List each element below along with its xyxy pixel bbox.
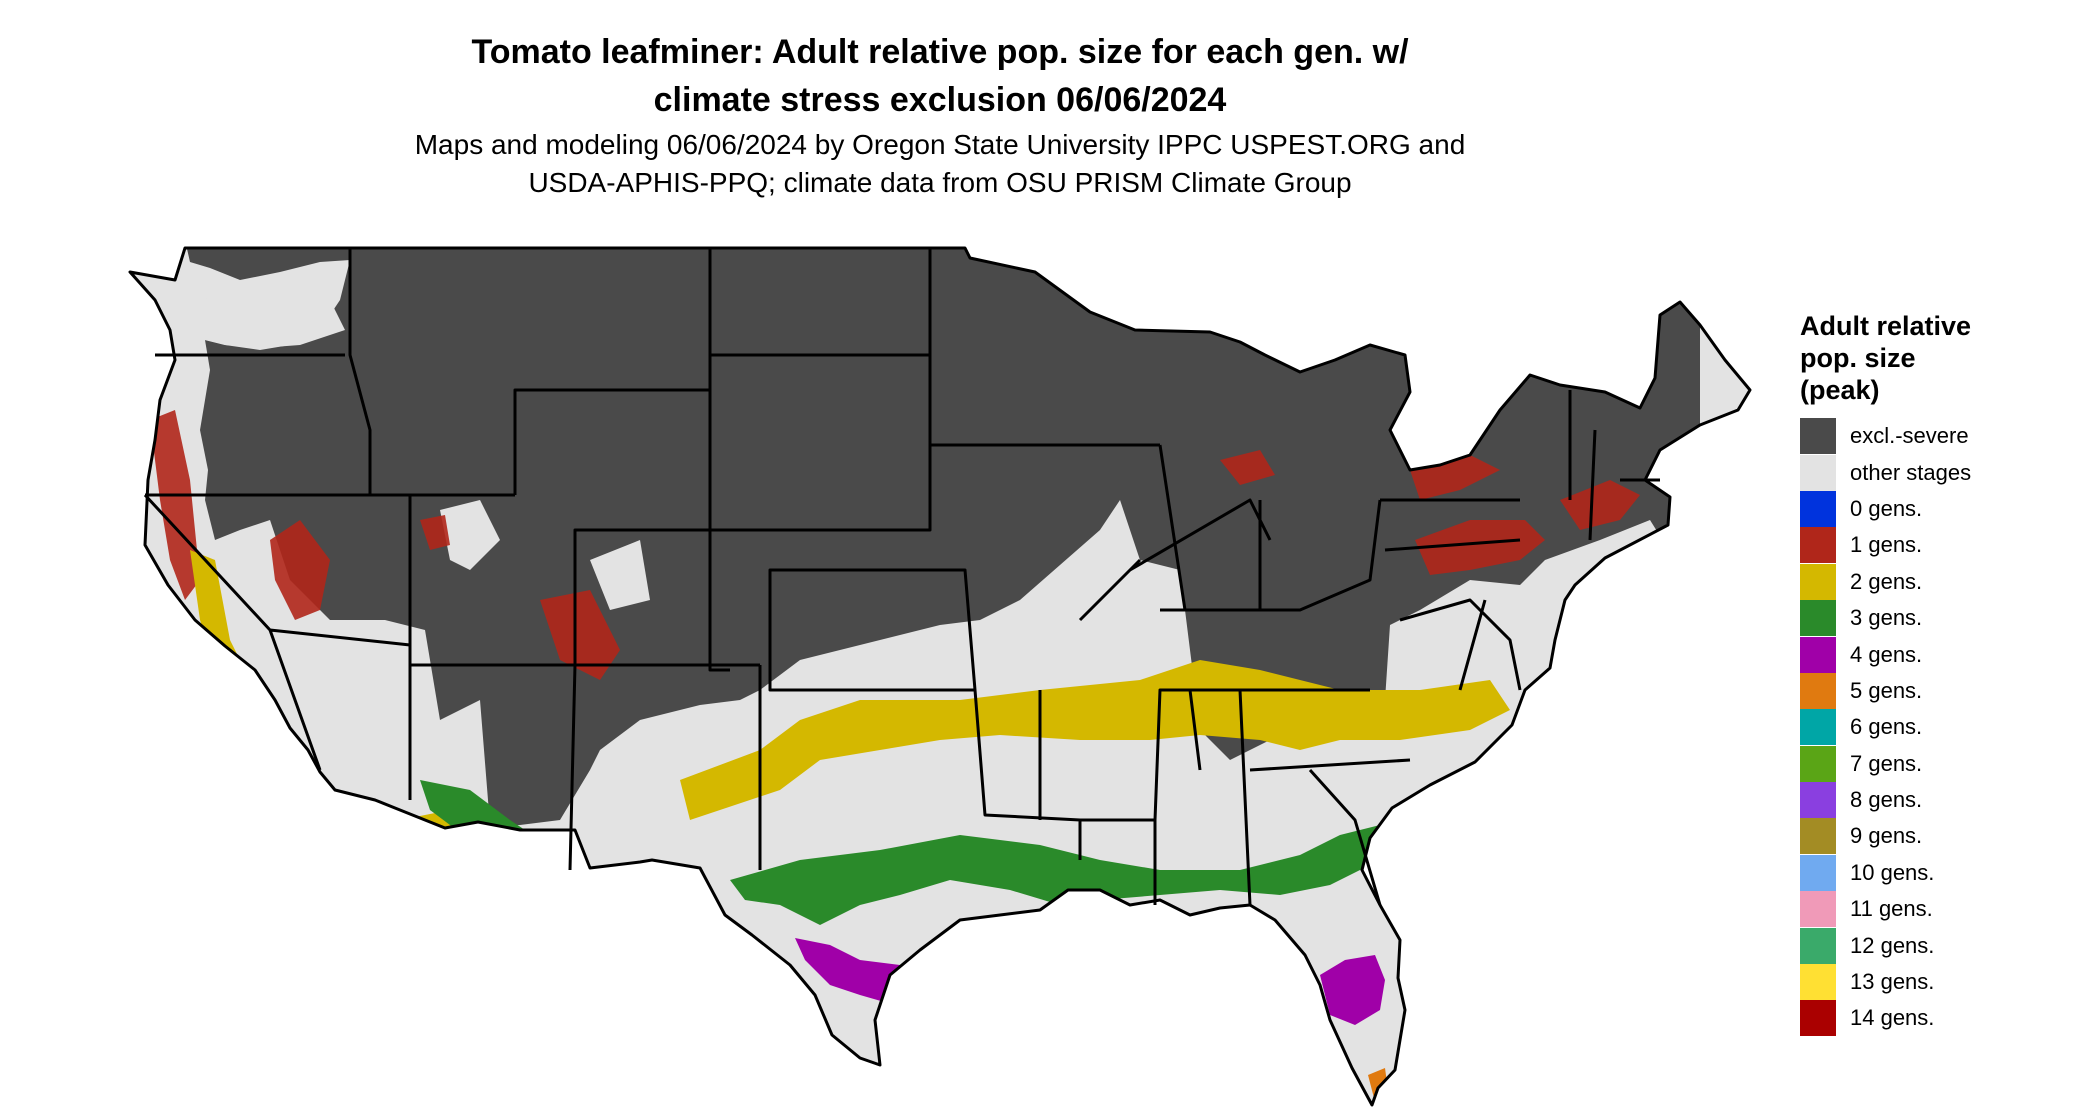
legend-label: 4 gens. (1850, 641, 1923, 667)
legend-swatch (1800, 782, 1836, 819)
legend-swatch (1800, 1000, 1836, 1037)
legend-item: 13 gens. (1800, 964, 2090, 1001)
us-map (128, 246, 1752, 1107)
legend: Adult relative pop. size (peak) excl.-se… (1800, 310, 2090, 1037)
gen4-region-florida (1320, 955, 1385, 1025)
legend-item: 12 gens. (1800, 927, 2090, 964)
legend-label: 8 gens. (1850, 787, 1923, 813)
legend-label: other stages (1850, 459, 1972, 485)
legend-label: 6 gens. (1850, 714, 1923, 740)
legend-item: 5 gens. (1800, 672, 2090, 709)
legend-swatch (1800, 927, 1836, 964)
legend-title-line-1: Adult relative (1800, 311, 1972, 341)
legend-title-line-3: (peak) (1800, 375, 1880, 405)
legend-item: 14 gens. (1800, 1000, 2090, 1037)
legend-label: 2 gens. (1850, 568, 1923, 594)
legend-item: 9 gens. (1800, 818, 2090, 855)
gen1-region-west (150, 410, 620, 680)
legend-swatch (1800, 964, 1836, 1001)
legend-item: other stages (1800, 454, 2090, 491)
legend-swatch (1800, 636, 1836, 673)
legend-label: 1 gens. (1850, 532, 1923, 558)
legend-label: 10 gens. (1850, 859, 1935, 885)
legend-swatch (1800, 600, 1836, 637)
map-title: Tomato leafminer: Adult relative pop. si… (0, 28, 1880, 124)
legend-items: excl.-severe other stages 0 gens. 1 gens. 2 … (1800, 418, 2090, 1037)
legend-item: 8 gens. (1800, 782, 2090, 819)
legend-swatch (1800, 527, 1836, 564)
legend-item: 4 gens. (1800, 636, 2090, 673)
legend-item: 3 gens. (1800, 600, 2090, 637)
title-line-2: climate stress exclusion 06/06/2024 (653, 81, 1227, 119)
raster-layer (130, 248, 1750, 1105)
legend-label: excl.-severe (1850, 423, 1969, 449)
state-boundaries (128, 246, 1752, 1107)
legend-label: 13 gens. (1850, 969, 1935, 995)
legend-swatch (1800, 709, 1836, 746)
light-band-nevada (440, 500, 900, 790)
light-band-pacific (200, 290, 345, 348)
legend-label: 0 gens. (1850, 495, 1923, 521)
gen3-band (420, 780, 1380, 925)
legend-swatch (1800, 818, 1836, 855)
gen1-region-northeast (1220, 450, 1640, 575)
legend-swatch (1800, 563, 1836, 600)
legend-item: 0 gens. (1800, 490, 2090, 527)
legend-label: 9 gens. (1850, 823, 1923, 849)
gen2-band (190, 550, 1510, 860)
legend-item: 11 gens. (1800, 891, 2090, 928)
legend-swatch (1800, 454, 1836, 491)
legend-swatch (1800, 891, 1836, 928)
legend-item: 6 gens. (1800, 709, 2090, 746)
title-line-1: Tomato leafminer: Adult relative pop. si… (471, 33, 1409, 71)
legend-label: 14 gens. (1850, 1005, 1935, 1031)
legend-label: 11 gens. (1850, 896, 1933, 922)
subtitle-line-2: USDA-APHIS-PPQ; climate data from OSU PR… (528, 167, 1352, 198)
legend-swatch (1800, 745, 1836, 782)
legend-label: 12 gens. (1850, 932, 1935, 958)
map-subtitle: Maps and modeling 06/06/2024 by Oregon S… (0, 126, 1880, 202)
legend-title-line-2: pop. size (1800, 343, 1916, 373)
gen4-region-texas (795, 938, 910, 1005)
legend-item: 10 gens. (1800, 854, 2090, 891)
legend-swatch (1800, 672, 1836, 709)
legend-label: 5 gens. (1850, 677, 1923, 703)
us-outline (128, 246, 1752, 1107)
legend-item: 7 gens. (1800, 745, 2090, 782)
state-lines (143, 248, 1660, 906)
legend-item: 1 gens. (1800, 527, 2090, 564)
legend-swatch (1800, 854, 1836, 891)
legend-swatch (1800, 490, 1836, 527)
excluded-region (185, 248, 1700, 825)
legend-item: excl.-severe (1800, 418, 2090, 455)
legend-title: Adult relative pop. size (peak) (1800, 310, 2090, 406)
legend-label: 3 gens. (1850, 605, 1923, 631)
legend-swatch (1800, 418, 1836, 455)
subtitle-line-1: Maps and modeling 06/06/2024 by Oregon S… (414, 129, 1466, 160)
legend-label: 7 gens. (1850, 750, 1923, 776)
legend-item: 2 gens. (1800, 563, 2090, 600)
